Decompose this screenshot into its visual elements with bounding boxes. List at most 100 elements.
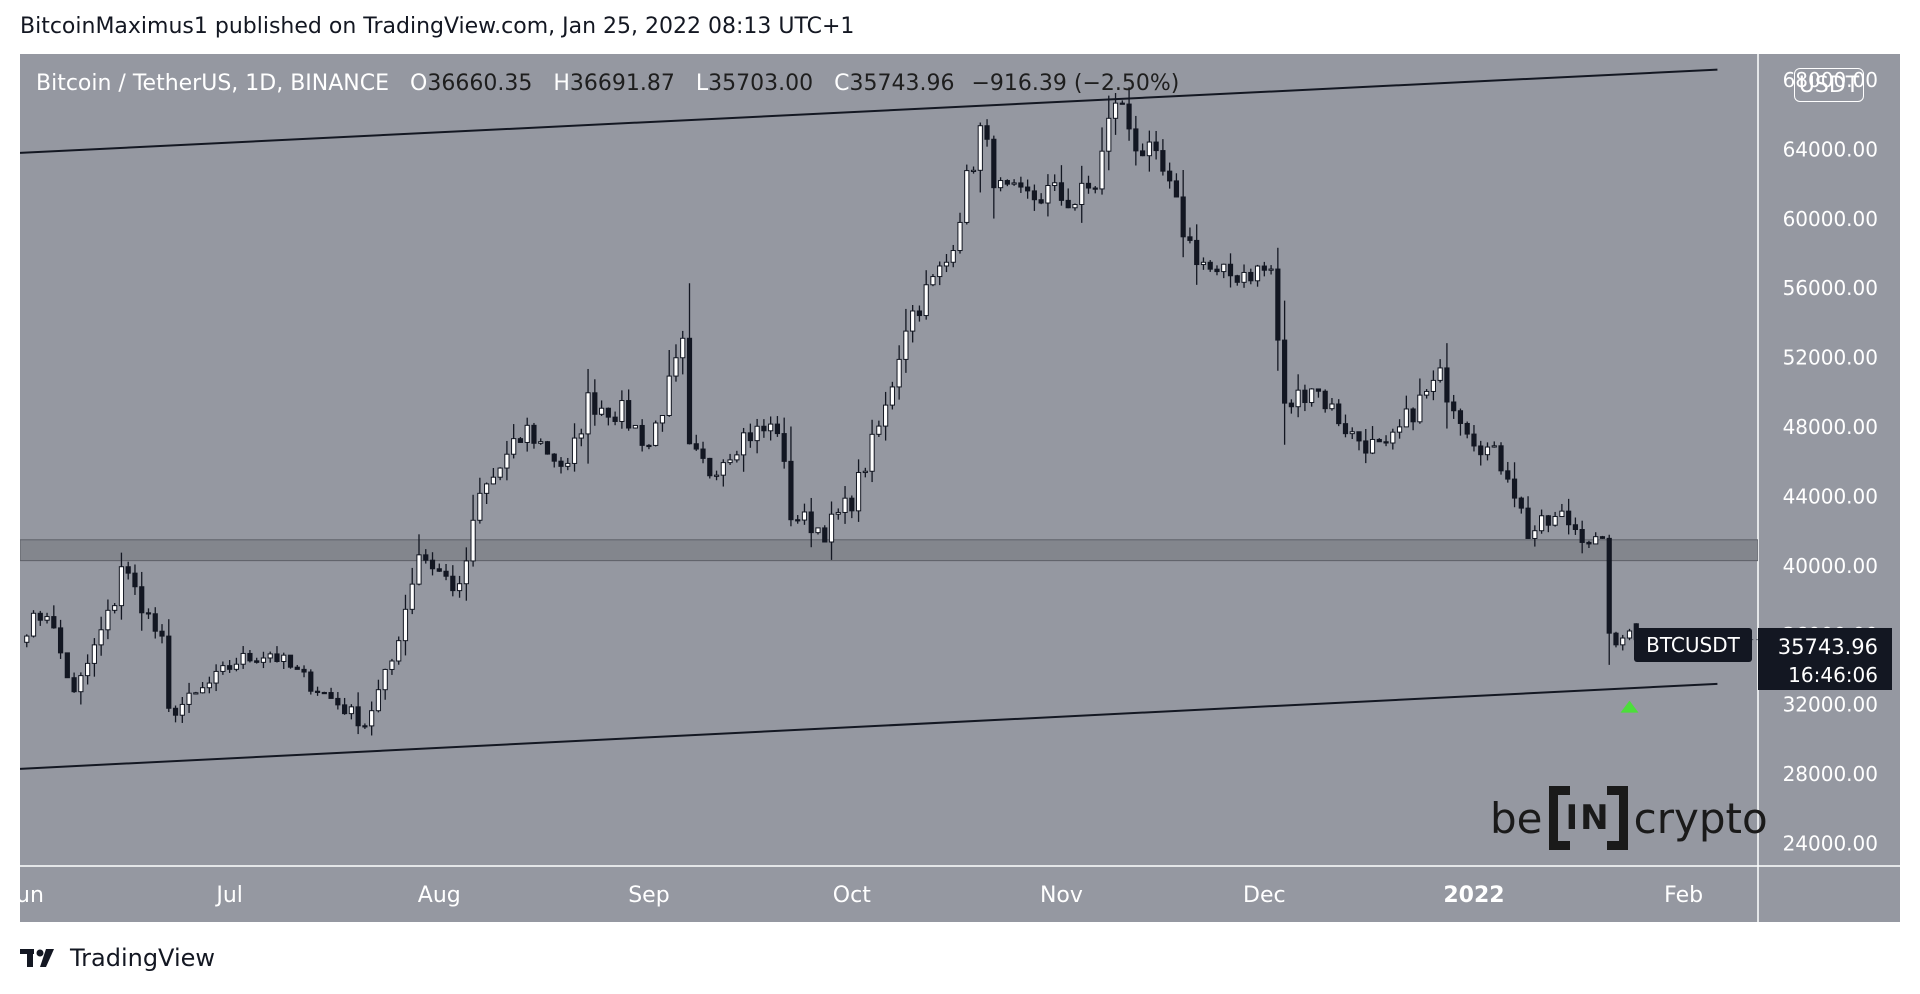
- candle: [578, 433, 584, 439]
- candle: [693, 443, 699, 450]
- price-axis-background: [1758, 54, 1900, 866]
- candle: [544, 441, 551, 455]
- candle: [1200, 261, 1207, 266]
- candle: [220, 665, 226, 672]
- candle: [1167, 170, 1173, 182]
- candle: [1511, 478, 1518, 499]
- candle: [855, 472, 862, 512]
- candle: [1478, 445, 1484, 456]
- watermark-crypto: crypto: [1633, 793, 1768, 843]
- candle: [477, 492, 483, 521]
- candle: [443, 570, 449, 577]
- candle: [910, 310, 916, 332]
- channel-lower-line[interactable]: [20, 682, 1718, 770]
- candle: [1329, 403, 1335, 410]
- candle: [517, 438, 524, 443]
- candle: [1072, 203, 1078, 209]
- candle: [1282, 339, 1288, 404]
- candle: [416, 554, 422, 585]
- candle: [666, 375, 672, 416]
- candle: [71, 677, 77, 693]
- candle: [64, 652, 70, 679]
- candle: [105, 609, 111, 631]
- candle: [815, 527, 821, 534]
- candle: [964, 170, 970, 223]
- x-tick-label: Nov: [1040, 883, 1083, 908]
- candle: [626, 400, 632, 429]
- candle: [822, 527, 828, 543]
- candle: [342, 704, 348, 715]
- channel-upper-line[interactable]: [20, 68, 1718, 154]
- currency-button[interactable]: USDT: [1794, 68, 1864, 102]
- candle: [1430, 379, 1436, 392]
- candle: [808, 511, 814, 534]
- symbol-tag-bg: [1634, 628, 1752, 662]
- candle: [172, 707, 179, 716]
- candle: [139, 586, 145, 614]
- candle: [1376, 438, 1382, 443]
- candle: [1342, 423, 1349, 435]
- candle: [429, 559, 436, 570]
- legend-high-value: 36691.87: [569, 71, 675, 96]
- candle: [680, 337, 686, 359]
- candle: [1309, 388, 1315, 404]
- candle: [592, 392, 598, 415]
- candle: [1058, 182, 1065, 201]
- y-tick-label: 40000.00: [1783, 554, 1878, 578]
- candle: [1383, 441, 1389, 444]
- candle: [1579, 529, 1585, 543]
- candle: [923, 284, 929, 317]
- published-info: BitcoinMaximus1 published on TradingView…: [20, 14, 855, 39]
- candle: [490, 476, 496, 485]
- candle: [612, 416, 618, 422]
- candle: [1025, 186, 1031, 192]
- x-tick-label: Oct: [833, 883, 871, 908]
- y-tick-label: 44000.00: [1783, 484, 1878, 508]
- candle: [943, 261, 950, 267]
- candle: [1437, 367, 1443, 381]
- candle: [1194, 239, 1200, 266]
- candle: [747, 432, 753, 442]
- y-tick-label: 52000.00: [1783, 346, 1878, 370]
- candle: [713, 474, 720, 477]
- candle: [1336, 403, 1342, 425]
- candle: [970, 169, 977, 173]
- candle: [1491, 445, 1497, 448]
- candle: [862, 470, 868, 474]
- tradingview-footer[interactable]: TradingView: [20, 944, 215, 972]
- candle: [977, 125, 983, 171]
- symbol-tag: BTCUSDT: [1646, 633, 1740, 657]
- candle: [1241, 271, 1247, 283]
- candle: [659, 414, 666, 424]
- candle: [1484, 446, 1491, 456]
- candle: [774, 423, 781, 435]
- candle: [213, 670, 219, 684]
- candle: [653, 422, 659, 446]
- candle: [1052, 182, 1058, 187]
- candle: [314, 690, 321, 693]
- x-tick-label: Jun: [8, 883, 44, 908]
- legend-close-label: C: [834, 71, 850, 96]
- legend-open-label: O: [410, 71, 428, 96]
- candle: [524, 424, 530, 443]
- candle: [335, 697, 341, 706]
- candle: [896, 358, 902, 388]
- candle: [1566, 510, 1572, 526]
- last-price-value: 35743.96: [1778, 635, 1878, 659]
- x-tick-label: 2022: [1443, 883, 1504, 908]
- candle: [24, 635, 30, 643]
- candle: [1085, 182, 1092, 189]
- candle: [741, 432, 747, 456]
- x-tick-label: Feb: [1664, 883, 1703, 908]
- candle: [1356, 431, 1362, 442]
- candle: [788, 460, 794, 521]
- candle: [558, 460, 564, 467]
- candle: [1613, 632, 1619, 646]
- candle: [1187, 236, 1193, 241]
- candle: [991, 138, 997, 189]
- candle: [1322, 390, 1328, 410]
- candle: [484, 483, 490, 494]
- candle: [389, 660, 395, 670]
- candle: [1099, 150, 1105, 190]
